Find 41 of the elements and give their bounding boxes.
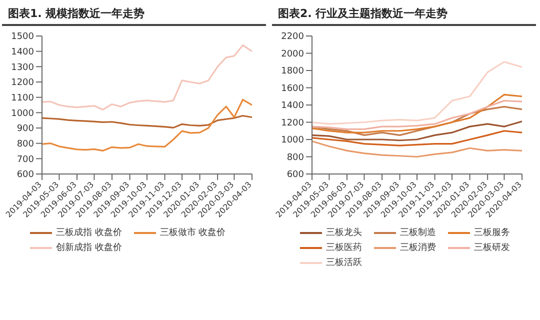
line-series	[42, 44, 252, 110]
y-tick-label: 2000	[281, 49, 304, 60]
y-tick-label: 600	[286, 170, 304, 180]
legend-label: 三板活跃	[326, 256, 362, 269]
y-tick-label: 1800	[281, 66, 304, 77]
line-series	[312, 106, 522, 136]
line-series	[42, 98, 252, 152]
legend-label: 三板成指 收盘价	[56, 226, 122, 239]
chart-title: 图表2. 行业及主题指数近一年走势	[272, 2, 536, 26]
y-tick-label: 1000	[11, 108, 34, 119]
y-tick-label: 1000	[281, 136, 304, 146]
line-series	[312, 61, 522, 125]
line-series	[312, 140, 522, 158]
y-tick-label: 1400	[11, 48, 34, 58]
y-tick-label: 1600	[281, 84, 304, 94]
y-tick-label: 2200	[281, 32, 304, 42]
legend-label: 三板做市 收盘价	[160, 226, 226, 239]
legend-label: 三板龙头	[326, 226, 362, 239]
y-tick-label: 900	[16, 124, 34, 134]
line-series	[312, 120, 522, 142]
y-tick-label: 1200	[11, 78, 34, 88]
line-series	[312, 130, 522, 146]
legend-label: 三板制造	[400, 226, 436, 239]
y-tick-label: 1300	[11, 62, 34, 73]
y-tick-label: 800	[286, 152, 304, 163]
y-tick-label: 1500	[11, 32, 34, 42]
y-tick-label: 600	[16, 170, 34, 180]
y-tick-label: 1100	[11, 94, 34, 104]
y-tick-label: 1400	[281, 101, 304, 112]
line-series	[312, 94, 522, 134]
legend-label: 创新成指 收盘价	[56, 242, 122, 254]
line-series	[42, 114, 252, 128]
legend-label: 三板消费	[400, 242, 436, 254]
y-tick-label: 800	[16, 140, 34, 150]
legend-label: 三板服务	[474, 226, 510, 239]
y-tick-label: 1200	[281, 118, 304, 128]
legend-label: 三板研发	[474, 242, 510, 254]
line-series	[312, 100, 522, 130]
chart-title: 图表1. 规模指数近一年走势	[2, 2, 266, 26]
y-tick-label: 700	[16, 154, 34, 165]
legend-label: 三板医药	[326, 242, 362, 254]
